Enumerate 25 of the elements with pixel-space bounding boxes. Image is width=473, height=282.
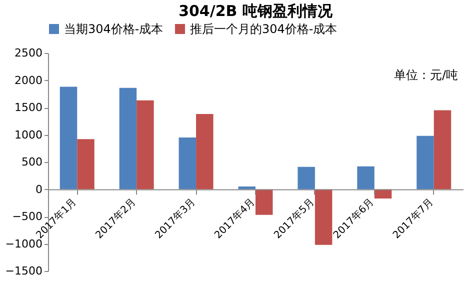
bar (196, 114, 214, 190)
y-tick-label: 2500 (14, 46, 42, 60)
bar (238, 186, 256, 190)
y-tick-label: −1000 (5, 237, 42, 250)
bar (434, 110, 452, 190)
y-tick-label: 2000 (14, 74, 42, 87)
annotation: 单位：元/吨 (394, 68, 458, 82)
bar (136, 100, 154, 190)
bar (314, 189, 332, 245)
bar (178, 137, 196, 190)
y-tick-label: 1000 (14, 128, 42, 142)
y-tick-label: 1500 (14, 101, 42, 114)
bar (119, 88, 137, 190)
bar (416, 136, 434, 190)
legend-label: 推后一个月的304价格-成本 (190, 22, 338, 36)
y-tick-label: 0 (36, 182, 42, 196)
y-tick-label: 500 (22, 156, 42, 168)
bar (298, 166, 315, 190)
bar (256, 189, 273, 215)
bar (77, 139, 94, 190)
chart-title: 304/2B 吨钢盈利情况 (178, 2, 334, 20)
legend-label: 当期304价格-成本 (64, 22, 164, 36)
bar (357, 166, 374, 190)
y-tick-label: −1500 (5, 264, 42, 278)
bar (60, 86, 78, 190)
